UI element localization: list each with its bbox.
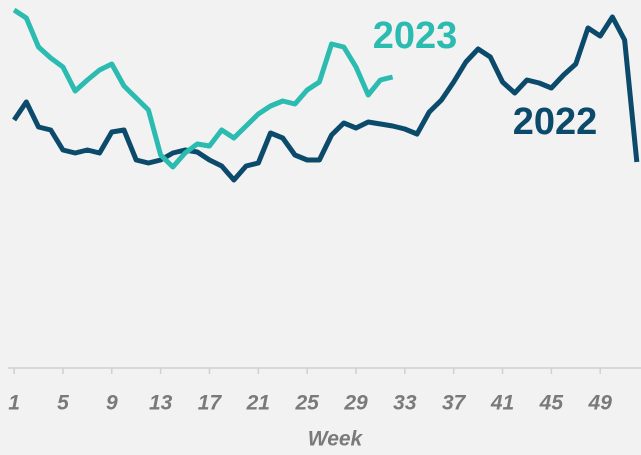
x-tick-label: 41 <box>490 392 514 415</box>
x-tick-label: 5 <box>57 392 69 415</box>
x-axis-label: Week <box>308 428 364 451</box>
x-tick-label: 45 <box>539 392 564 415</box>
x-tick-label: 29 <box>343 392 368 415</box>
x-tick-label: 49 <box>588 392 613 415</box>
x-tick-label: 21 <box>246 392 270 415</box>
x-tick-label: 33 <box>393 392 417 415</box>
line-series <box>12 7 394 170</box>
x-tick-label: 17 <box>198 392 223 415</box>
x-tick-label: 37 <box>442 392 467 415</box>
x-tick-label: 25 <box>294 392 319 415</box>
series-label: 2022 <box>513 101 598 143</box>
line-series <box>12 14 640 183</box>
series-label: 2023 <box>373 15 458 57</box>
x-tick-label: 13 <box>149 392 173 415</box>
x-tick-label: 1 <box>8 392 20 415</box>
x-tick-label: 9 <box>106 392 118 415</box>
